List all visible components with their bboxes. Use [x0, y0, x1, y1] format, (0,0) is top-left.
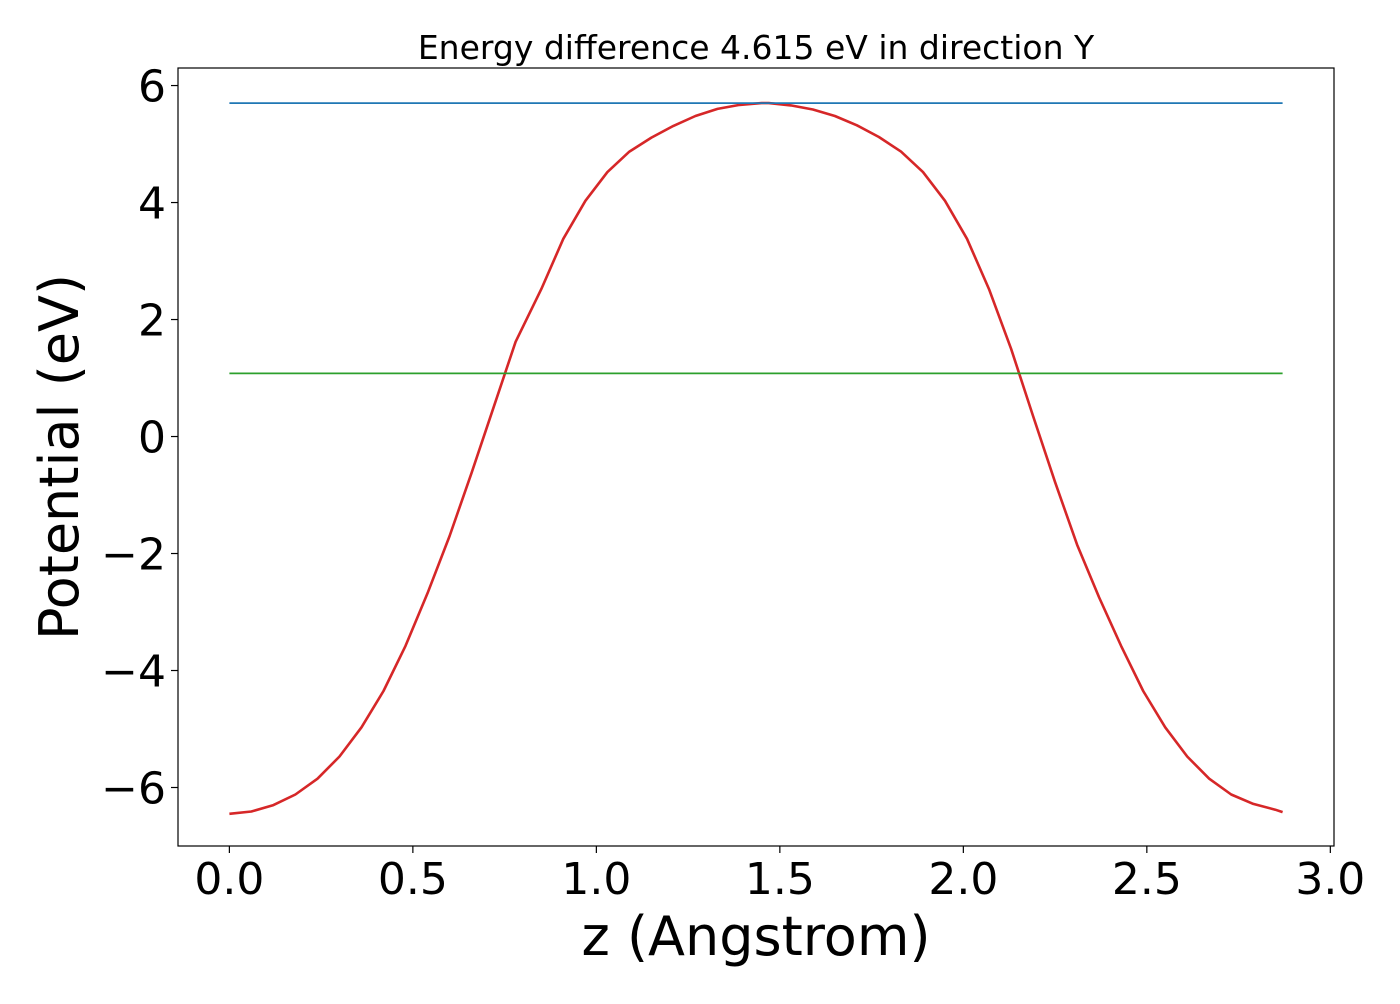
- y-tick-label: 2: [138, 296, 166, 347]
- x-tick-label: 1.5: [745, 854, 815, 905]
- chart-title: Energy difference 4.615 eV in direction …: [418, 28, 1095, 67]
- y-tick-label: 6: [138, 62, 166, 113]
- x-tick-label: 0.0: [194, 854, 264, 905]
- x-tick-label: 0.5: [378, 854, 448, 905]
- x-axis: 0.0 0.5 1.0 1.5 2.0 2.5 3.0: [194, 846, 1365, 905]
- x-tick-label: 2.5: [1112, 854, 1182, 905]
- y-tick-label: −4: [101, 647, 166, 698]
- x-tick-label: 2.0: [928, 854, 998, 905]
- y-tick-label: 4: [138, 179, 166, 230]
- x-axis-title: z (Angstrom): [581, 905, 930, 968]
- x-tick-label: 3.0: [1295, 854, 1365, 905]
- y-tick-label: −2: [101, 530, 166, 581]
- x-tick-label: 1.0: [561, 854, 631, 905]
- y-tick-label: 0: [138, 413, 166, 464]
- series-layer: [229, 101, 1284, 816]
- y-axis: 6 4 2 0 −2 −4 −6: [101, 62, 178, 815]
- y-axis-title: Potential (eV): [28, 274, 91, 640]
- y-tick-label: −6: [101, 764, 166, 815]
- series-line-1: [229, 101, 1284, 816]
- plot-area-frame: [177, 67, 1335, 847]
